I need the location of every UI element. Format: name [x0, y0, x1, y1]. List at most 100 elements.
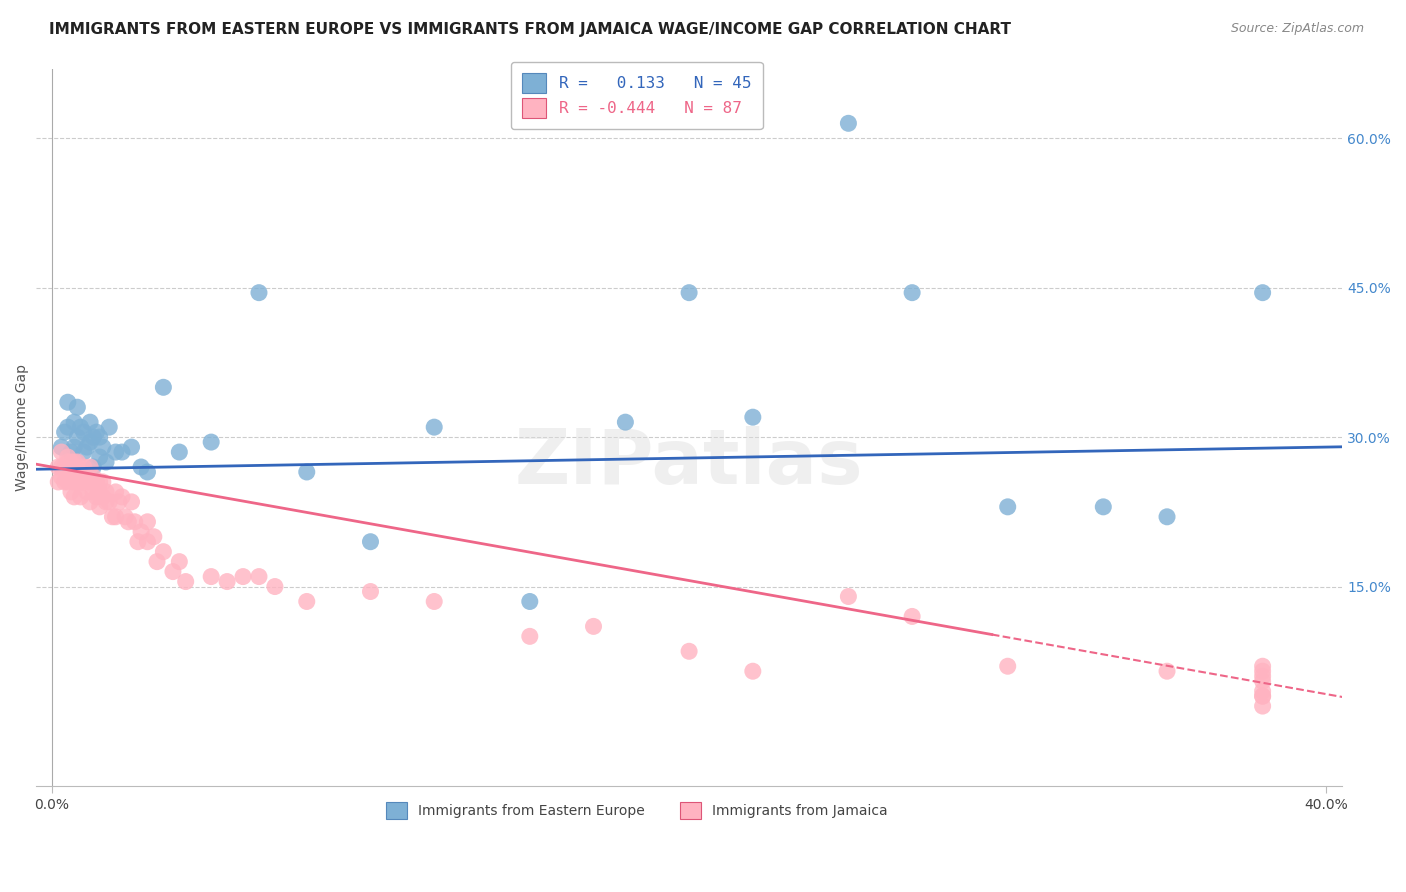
Point: [73, 425, 96, 439]
Point: [53, 425, 76, 439]
Point: [79, 475, 101, 489]
Point: [264, 580, 287, 594]
Point: [129, 460, 152, 475]
Point: [741, 664, 763, 678]
Point: [46, 475, 69, 489]
Point: [94, 484, 117, 499]
Point: [63, 415, 86, 429]
Point: [1251, 659, 1274, 673]
Point: [63, 440, 86, 454]
Point: [1251, 674, 1274, 689]
Point: [295, 594, 318, 608]
Point: [200, 435, 222, 450]
Point: [997, 500, 1019, 514]
Point: [360, 584, 382, 599]
Point: [98, 495, 121, 509]
Point: [51, 470, 73, 484]
Point: [136, 515, 159, 529]
Point: [56, 450, 79, 464]
Point: [89, 484, 111, 499]
Point: [837, 590, 859, 604]
Point: [66, 430, 89, 444]
Point: [901, 285, 924, 300]
Point: [79, 460, 101, 475]
Point: [901, 609, 924, 624]
Point: [997, 659, 1019, 673]
Point: [360, 534, 382, 549]
Point: [69, 420, 91, 434]
Point: [89, 475, 111, 489]
Point: [98, 420, 121, 434]
Point: [114, 509, 136, 524]
Point: [59, 445, 82, 459]
Point: [59, 484, 82, 499]
Point: [169, 555, 191, 569]
Point: [582, 619, 605, 633]
Point: [91, 440, 114, 454]
Point: [82, 470, 104, 484]
Point: [89, 500, 111, 514]
Point: [66, 475, 89, 489]
Point: [86, 425, 108, 439]
Point: [837, 116, 859, 130]
Point: [1251, 689, 1274, 703]
Point: [247, 285, 270, 300]
Point: [101, 509, 124, 524]
Point: [69, 475, 91, 489]
Point: [124, 515, 146, 529]
Point: [1092, 500, 1115, 514]
Point: [53, 460, 76, 475]
Point: [56, 420, 79, 434]
Point: [79, 415, 101, 429]
Point: [1251, 669, 1274, 683]
Point: [63, 460, 86, 475]
Point: [56, 455, 79, 469]
Point: [86, 490, 108, 504]
Point: [76, 484, 98, 499]
Point: [117, 515, 139, 529]
Point: [1251, 684, 1274, 698]
Point: [142, 530, 165, 544]
Point: [107, 495, 129, 509]
Point: [76, 470, 98, 484]
Text: IMMIGRANTS FROM EASTERN EUROPE VS IMMIGRANTS FROM JAMAICA WAGE/INCOME GAP CORREL: IMMIGRANTS FROM EASTERN EUROPE VS IMMIGR…: [49, 22, 1011, 37]
Point: [127, 534, 149, 549]
Point: [232, 569, 254, 583]
Point: [614, 415, 637, 429]
Point: [82, 475, 104, 489]
Point: [1251, 664, 1274, 678]
Point: [678, 285, 700, 300]
Point: [152, 544, 174, 558]
Point: [79, 435, 101, 450]
Point: [519, 629, 541, 643]
Point: [89, 450, 111, 464]
Point: [423, 420, 446, 434]
Point: [91, 475, 114, 489]
Point: [82, 460, 104, 475]
Point: [217, 574, 239, 589]
Point: [63, 475, 86, 489]
Point: [121, 495, 143, 509]
Point: [63, 490, 86, 504]
Y-axis label: Wage/Income Gap: Wage/Income Gap: [15, 364, 30, 491]
Point: [59, 455, 82, 469]
Text: ZIPatlas: ZIPatlas: [515, 426, 863, 500]
Point: [200, 569, 222, 583]
Point: [129, 524, 152, 539]
Point: [121, 440, 143, 454]
Point: [1251, 689, 1274, 703]
Point: [174, 574, 197, 589]
Point: [169, 445, 191, 459]
Point: [423, 594, 446, 608]
Point: [104, 509, 127, 524]
Point: [1156, 509, 1178, 524]
Point: [56, 465, 79, 479]
Legend: Immigrants from Eastern Europe, Immigrants from Jamaica: Immigrants from Eastern Europe, Immigran…: [380, 795, 894, 825]
Point: [136, 534, 159, 549]
Point: [519, 594, 541, 608]
Point: [73, 470, 96, 484]
Point: [51, 460, 73, 475]
Point: [73, 445, 96, 459]
Point: [53, 475, 76, 489]
Point: [66, 455, 89, 469]
